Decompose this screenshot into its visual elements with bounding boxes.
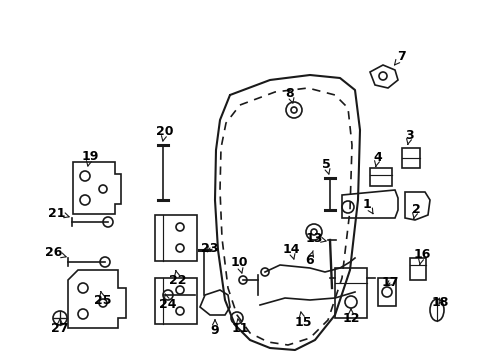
Text: 6: 6 — [305, 251, 314, 266]
Text: 20: 20 — [156, 125, 173, 141]
Text: 14: 14 — [282, 243, 299, 259]
Text: 10: 10 — [230, 256, 247, 273]
Text: 17: 17 — [381, 276, 398, 289]
Bar — [401, 148, 419, 168]
Text: 27: 27 — [51, 319, 69, 336]
Text: 7: 7 — [394, 50, 406, 65]
Bar — [155, 278, 197, 324]
Text: 13: 13 — [305, 231, 325, 244]
Text: 3: 3 — [405, 129, 413, 144]
Text: 23: 23 — [201, 242, 218, 255]
Text: 9: 9 — [210, 320, 219, 337]
Text: 21: 21 — [48, 207, 69, 220]
Bar — [377, 278, 395, 306]
Bar — [155, 215, 197, 261]
Text: 5: 5 — [321, 158, 330, 174]
Text: 11: 11 — [231, 319, 248, 336]
Bar — [334, 268, 366, 318]
Text: 8: 8 — [285, 86, 294, 103]
Text: 18: 18 — [430, 296, 448, 309]
Text: 2: 2 — [411, 202, 420, 219]
Text: 1: 1 — [362, 198, 372, 214]
Bar — [369, 168, 391, 186]
Text: 4: 4 — [373, 150, 382, 166]
Text: 19: 19 — [81, 149, 99, 166]
Text: 16: 16 — [412, 248, 430, 265]
Text: 12: 12 — [342, 309, 359, 325]
Text: 15: 15 — [294, 312, 311, 328]
Text: 24: 24 — [159, 294, 176, 310]
Text: 26: 26 — [45, 247, 66, 260]
Bar — [409, 258, 425, 280]
Text: 22: 22 — [169, 270, 186, 287]
Text: 25: 25 — [94, 292, 112, 307]
